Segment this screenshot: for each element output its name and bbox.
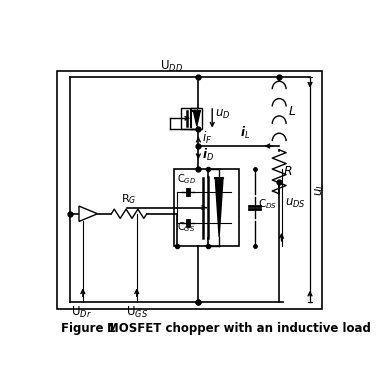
- Text: U$_{Dr}$: U$_{Dr}$: [71, 305, 92, 321]
- Bar: [181, 107, 202, 129]
- Text: Figure 1: Figure 1: [60, 322, 115, 335]
- Bar: [57, 70, 322, 309]
- Text: L: L: [288, 105, 296, 118]
- Polygon shape: [193, 110, 200, 126]
- Text: C$_{DS}$: C$_{DS}$: [259, 197, 278, 211]
- Text: R$_G$: R$_G$: [121, 192, 137, 206]
- Text: U$_{DD}$: U$_{DD}$: [160, 59, 183, 74]
- Polygon shape: [215, 178, 223, 237]
- Text: u$_D$: u$_D$: [214, 108, 230, 121]
- Text: i$_D$: i$_D$: [202, 146, 214, 163]
- Text: u$_L$: u$_L$: [314, 182, 327, 196]
- Text: MOSFET chopper with an inductive load: MOSFET chopper with an inductive load: [107, 322, 371, 335]
- Text: u$_{DS}$: u$_{DS}$: [285, 197, 305, 210]
- Text: U$_{GS}$: U$_{GS}$: [126, 305, 148, 321]
- Polygon shape: [79, 206, 98, 221]
- Text: R: R: [284, 165, 293, 178]
- Text: i$_L$: i$_L$: [240, 124, 250, 140]
- Text: C$_{GD}$: C$_{GD}$: [177, 172, 196, 186]
- Text: C$_{GS}$: C$_{GS}$: [177, 220, 195, 234]
- Bar: [175, 169, 239, 246]
- Text: i$_F$: i$_F$: [202, 130, 212, 145]
